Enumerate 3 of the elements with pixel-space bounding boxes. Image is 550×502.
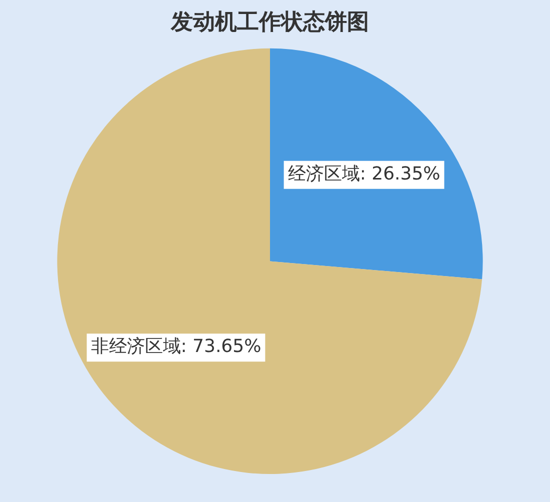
slice-label: 经济区域: 26.35% [288,164,440,184]
chart-title: 发动机工作状态饼图 [170,8,369,35]
slice-label: 非经济区域: 73.65% [90,336,262,358]
